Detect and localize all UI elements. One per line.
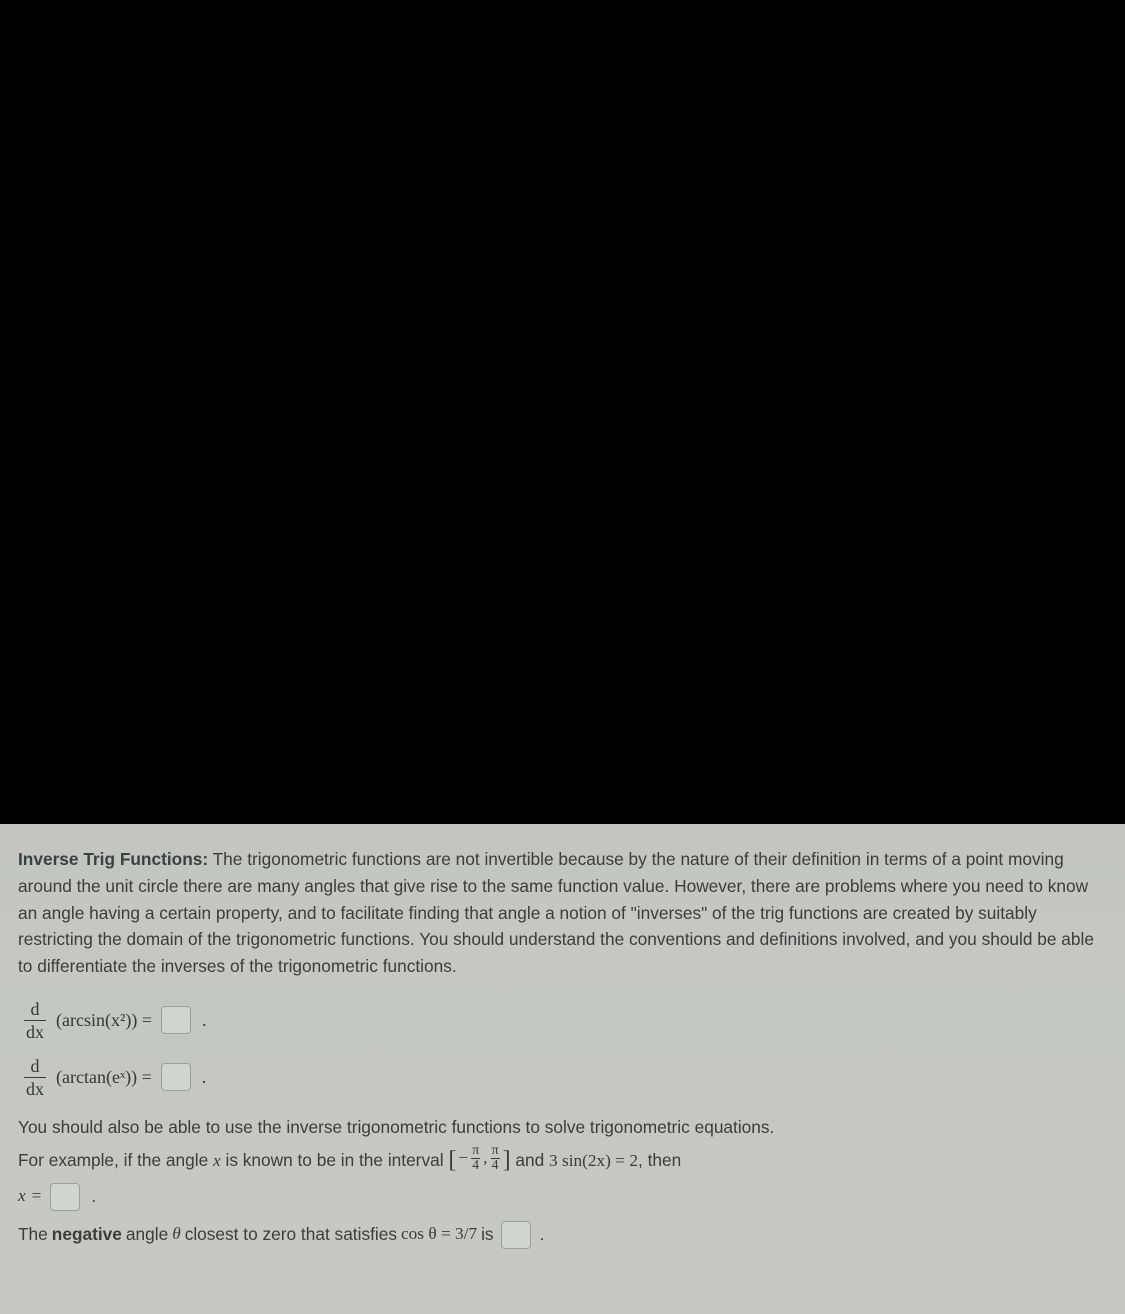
problem-content: Inverse Trig Functions: The trigonometri… [0, 824, 1125, 1314]
var-x: x [18, 1183, 26, 1210]
answer-box-1[interactable] [161, 1006, 191, 1034]
inline-equation: 3 sin(2x) = 2 [549, 1151, 638, 1170]
ddx-fraction-2: d dx [24, 1057, 46, 1098]
text: and [511, 1150, 549, 1170]
bold-negative: negative [52, 1221, 122, 1248]
frac-pi4-pos: π4 [491, 1145, 500, 1173]
frac-den: dx [24, 1077, 46, 1098]
interval: [−π4,π4] [448, 1145, 510, 1173]
var-x: x [213, 1151, 221, 1170]
text: angle [126, 1221, 168, 1248]
equation-1: d dx (arcsin(x²)) = . [24, 1000, 1107, 1041]
paragraph-2b: For example, if the angle x is known to … [18, 1145, 1107, 1175]
eq2-expression: (arctan(eˣ)) = [56, 1064, 152, 1092]
eq1-expression: (arcsin(x²)) = [56, 1007, 152, 1035]
period: . [202, 1064, 207, 1092]
ddx-fraction-1: d dx [24, 1000, 46, 1041]
equals: = [32, 1183, 42, 1210]
intro-paragraph: Inverse Trig Functions: The trigonometri… [18, 846, 1107, 980]
text: is known to be in the interval [221, 1150, 449, 1170]
frac-pi4-neg: π4 [471, 1145, 480, 1173]
pi: π [471, 1145, 480, 1159]
last-line: The negative angle θ closest to zero tha… [18, 1221, 1107, 1249]
var-theta: θ [172, 1221, 181, 1248]
left-bracket: [ [448, 1148, 456, 1172]
period: . [202, 1007, 207, 1035]
minus: − [458, 1145, 468, 1172]
answer-box-3[interactable] [50, 1183, 80, 1211]
right-bracket: ] [503, 1148, 511, 1172]
equation-2: d dx (arctan(eˣ)) = . [24, 1057, 1107, 1098]
text: For example, if the angle [18, 1150, 213, 1170]
period: . [91, 1183, 96, 1210]
four: 4 [471, 1158, 480, 1173]
cos-equation: cos θ = 3/7 [401, 1221, 477, 1248]
frac-num: d [29, 1000, 42, 1020]
text: , then [638, 1150, 681, 1170]
comma: , [483, 1145, 487, 1172]
frac-num: d [29, 1057, 42, 1077]
x-equals-line: x = . [18, 1183, 1107, 1211]
period: . [540, 1221, 545, 1248]
answer-box-4[interactable] [501, 1221, 531, 1249]
pi: π [491, 1145, 500, 1159]
frac-den: dx [24, 1020, 46, 1041]
paragraph-2a: You should also be able to use the inver… [18, 1114, 1107, 1141]
text: closest to zero that satisfies [185, 1221, 397, 1248]
text: The [18, 1221, 48, 1248]
answer-box-2[interactable] [161, 1063, 191, 1091]
section-heading: Inverse Trig Functions: [18, 849, 208, 869]
text: is [481, 1221, 493, 1248]
four: 4 [491, 1158, 500, 1173]
